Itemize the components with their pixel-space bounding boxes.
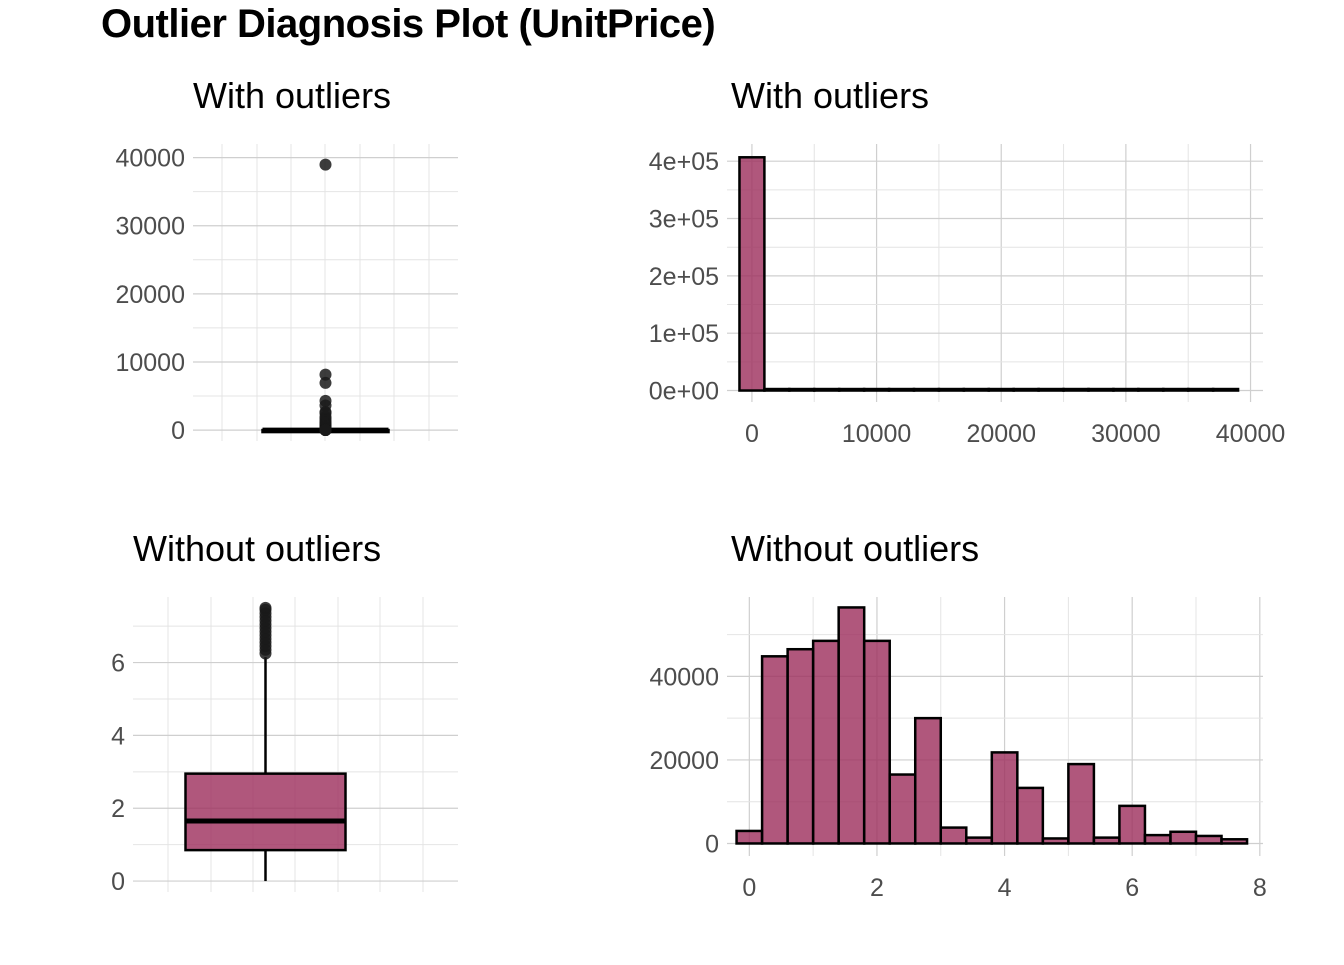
x-tick-label: 6 [1125,874,1139,902]
histogram-bar [1037,387,1065,392]
histogram-bar [1169,830,1198,845]
x-grid-1: 0 10000 20000 30000 40000 [745,144,1285,448]
histogram-bar [811,639,840,845]
x-tick-label: 10000 [842,420,912,448]
y-tick-label: 40000 [115,145,185,173]
outlier-point [319,424,332,437]
y-tick-label: 1e+05 [649,320,719,348]
histogram-bar [1092,836,1121,845]
histogram-bar [862,639,891,845]
histogram-bar [1087,387,1115,392]
boxplot-0 [261,158,390,437]
histogram-bar [735,829,764,845]
outlier-point [319,368,332,381]
histogram-bar [965,836,994,845]
histogram-bar [1112,387,1140,392]
histogram-bar [788,387,816,392]
histogram-bar [760,655,789,845]
y-tick-label: 3e+05 [649,206,719,234]
y-tick-label: 0 [171,417,185,445]
outlier-point [259,601,272,614]
histogram-bar [862,387,891,392]
histogram-bar [990,751,1019,845]
histogram-bar [1137,387,1165,392]
histogram-bar [1211,387,1240,392]
histogram-bar [939,826,968,845]
histogram-bar [987,387,1015,392]
histogram-bar [912,387,941,392]
panel-title-3: Without outliers [731,528,979,569]
histogram-bar [937,387,966,392]
histogram-bar [1162,387,1190,392]
y-tick-label: 4 [111,722,125,750]
x-grid-0 [221,144,430,441]
histogram-bar [887,387,916,392]
x-tick-label: 40000 [1216,420,1286,448]
panel-title-0: With outliers [193,75,391,116]
y-tick-label: 0 [111,868,125,896]
y-tick-label: 30000 [115,213,185,241]
histogram-bar [813,387,841,392]
boxplot-2 [184,601,347,882]
box-iqr [184,772,347,852]
histogram-bar [1012,387,1040,392]
y-grid-2: 0 2 4 6 [111,625,458,896]
histogram-bar [738,156,766,392]
histogram-bar [913,716,943,845]
x-tick-label: 2 [870,874,884,902]
y-grid-0: 0 10000 20000 30000 40000 [115,145,458,445]
histogram-bar [888,773,917,845]
y-tick-label: 20000 [115,281,185,309]
y-tick-label: 10000 [115,349,185,377]
histogram-bar [837,606,866,845]
y-grid-3: 0 20000 40000 [649,634,1263,858]
y-tick-label: 20000 [649,747,719,775]
histogram-bar [786,647,815,845]
histogram-1 [738,156,1240,392]
histogram-bar [1220,838,1249,845]
histogram-bar [837,387,866,392]
x-tick-label: 0 [742,874,756,902]
histogram-bar [1118,804,1147,845]
panel-title-2: Without outliers [133,528,381,569]
y-tick-label: 2 [111,795,125,823]
x-tick-label: 8 [1253,874,1267,902]
y-tick-label: 0e+00 [649,378,719,406]
histogram-bar [1143,833,1172,845]
y-tick-label: 40000 [649,663,719,691]
histogram-bar [962,387,991,392]
outlier-point [319,376,332,389]
outlier-point [319,158,332,171]
histogram-bar [763,387,791,392]
y-tick-label: 6 [111,650,125,678]
y-tick-label: 0 [705,830,719,858]
histogram-bar [1062,387,1090,392]
panel-title-1: With outliers [731,75,929,116]
x-tick-label: 20000 [966,420,1036,448]
y-tick-label: 4e+05 [649,148,719,176]
x-tick-label: 4 [998,874,1012,902]
histogram-bar [1041,837,1070,845]
histogram-bar [1194,834,1223,845]
x-tick-label: 0 [745,420,759,448]
histogram-bar [1186,387,1215,392]
y-tick-label: 2e+05 [649,263,719,291]
x-tick-label: 30000 [1091,420,1161,448]
histogram-3 [735,606,1249,845]
chart-main-title: Outlier Diagnosis Plot (UnitPrice) [101,2,716,46]
histogram-bar [1016,786,1045,845]
histogram-bar [1067,762,1096,845]
